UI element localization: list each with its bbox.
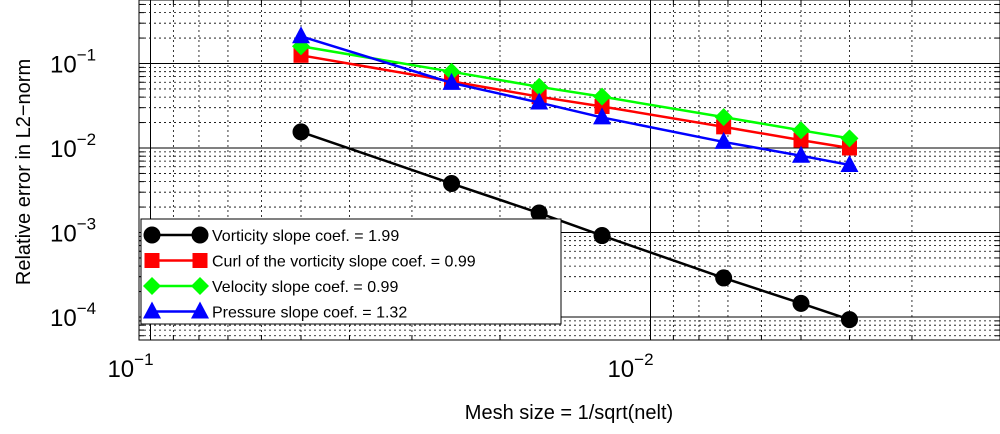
- x-axis-label: Mesh size = 1/sqrt(nelt): [465, 402, 673, 424]
- legend: Vorticity slope coef. = 1.99 Curl of the …: [141, 219, 561, 324]
- x-tick-label: 10−1: [107, 350, 153, 383]
- legend-label: Velocity slope coef. = 0.99: [212, 279, 398, 296]
- legend-label: Pressure slope coef. = 1.32: [212, 305, 407, 322]
- legend-marker: [144, 227, 160, 243]
- y-tick-label: 10−1: [50, 46, 96, 79]
- data-point: [594, 228, 610, 244]
- legend-marker: [145, 253, 160, 268]
- legend-label: Curl of the vorticity slope coef. = 0.99: [212, 254, 476, 271]
- data-point: [793, 295, 809, 311]
- data-point: [444, 176, 460, 192]
- y-tick-label: 10−3: [50, 215, 96, 248]
- legend-entry: Curl of the vorticity slope coef. = 0.99: [145, 253, 476, 271]
- legend-marker: [192, 227, 208, 243]
- legend-marker: [193, 253, 208, 268]
- y-tick-label: 10−2: [50, 130, 96, 163]
- data-point: [841, 312, 857, 328]
- data-point: [293, 124, 309, 140]
- x-tick-label: 10−2: [607, 350, 653, 383]
- data-point: [716, 270, 732, 286]
- legend-label: Vorticity slope coef. = 1.99: [212, 228, 399, 245]
- y-tick-label: 10−4: [50, 299, 96, 332]
- y-axis-label: Relative error in L2−norm: [13, 59, 35, 285]
